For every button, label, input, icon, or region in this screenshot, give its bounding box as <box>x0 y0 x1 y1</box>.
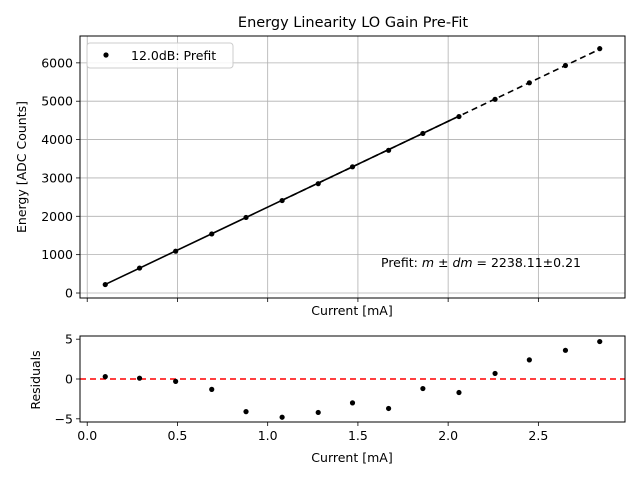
top-y-tick-label: 1000 <box>41 247 73 262</box>
top-x-axis-label: Current [mA] <box>311 303 392 318</box>
top-y-tick-label: 5000 <box>41 94 73 109</box>
bottom-y-tick-label: 5 <box>65 332 73 347</box>
top-y-axis-label: Energy [ADC Counts] <box>14 101 29 233</box>
data-point <box>315 181 321 187</box>
data-point <box>456 113 462 120</box>
residual-point <box>102 374 108 380</box>
chart-title: Energy Linearity LO Gain Pre-Fit <box>238 15 468 31</box>
top-y-tick-label: 4000 <box>41 132 73 147</box>
legend-marker <box>103 52 109 58</box>
residual-point <box>209 386 215 392</box>
data-point <box>243 214 249 221</box>
top-grid <box>80 36 625 298</box>
data-point <box>136 265 143 271</box>
bottom-x-tick-label: 1.5 <box>348 428 368 443</box>
top-y-tick-label: 3000 <box>41 170 73 185</box>
legend-label: 12.0dB: Prefit <box>131 48 216 63</box>
top-y-tick-label: 6000 <box>41 55 73 70</box>
data-point <box>562 62 569 69</box>
bottom-x-tick-label: 2.5 <box>528 428 548 443</box>
fit-annotation-math: m ± dm <box>422 255 473 270</box>
top-y-ticks: 0 1000 2000 3000 4000 5000 6000 <box>41 55 80 301</box>
data-point <box>102 281 108 288</box>
residual-point <box>243 409 249 415</box>
residual-data-points <box>102 338 603 420</box>
data-point <box>209 231 215 237</box>
bottom-y-ticks: −5 0 5 <box>55 332 80 426</box>
bottom-x-ticks: 0.0 0.5 1.0 1.5 2.0 2.5 <box>77 422 548 443</box>
residual-point <box>597 338 603 345</box>
top-y-tick-label: 2000 <box>41 209 73 224</box>
residual-point <box>562 347 569 353</box>
residual-point <box>173 378 179 384</box>
top-y-tick-label: 0 <box>65 286 73 301</box>
bottom-x-tick-label: 0.5 <box>168 428 188 443</box>
bottom-x-tick-label: 0.0 <box>77 428 97 443</box>
residual-point <box>349 400 356 406</box>
residual-point <box>526 357 532 363</box>
fit-annotation-value: = 2238.11±0.21 <box>473 255 581 270</box>
top-axes-frame <box>79 35 626 299</box>
data-point <box>597 46 603 52</box>
residual-point <box>420 385 426 392</box>
bottom-y-axis-label: Residuals <box>28 350 43 409</box>
fit-annotation-prefix: Prefit: <box>381 255 422 270</box>
data-point <box>526 80 532 86</box>
top-x-ticks <box>86 298 539 302</box>
residual-point <box>456 389 462 396</box>
data-point <box>492 96 498 102</box>
residual-point <box>492 370 498 377</box>
data-point <box>349 164 356 170</box>
residual-point <box>279 414 285 420</box>
top-data-points <box>102 46 603 288</box>
residual-point <box>315 409 321 416</box>
residual-point <box>385 405 392 412</box>
legend-box <box>86 42 234 69</box>
bottom-x-tick-label: 1.0 <box>258 428 278 443</box>
bottom-x-tick-label: 2.0 <box>438 428 458 443</box>
data-point <box>173 248 179 254</box>
data-point <box>385 147 392 153</box>
bottom-x-axis-label: Current [mA] <box>311 450 392 465</box>
data-point <box>420 130 426 137</box>
data-point <box>279 197 285 204</box>
bottom-y-tick-label: 0 <box>65 372 73 387</box>
bottom-y-tick-label: −5 <box>55 411 73 426</box>
residual-point <box>136 375 143 381</box>
legend: 12.0dB: Prefit <box>86 42 234 69</box>
fit-annotation: Prefit: m ± dm = 2238.11±0.21 <box>381 255 581 270</box>
